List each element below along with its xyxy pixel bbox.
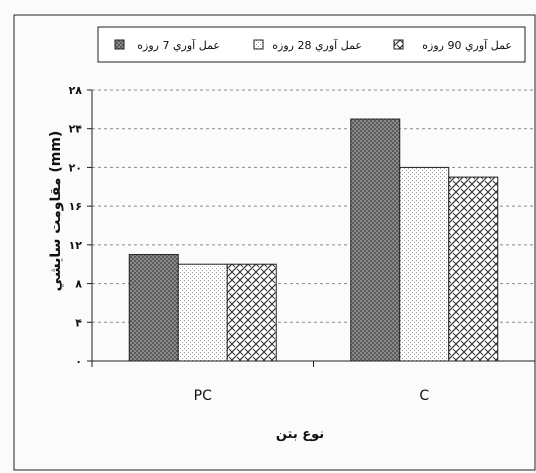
y-tick-label: ۲۴	[69, 123, 83, 136]
x-axis-label: نوع بتن	[276, 427, 324, 442]
legend-label: عمل آوري 7 روزه	[137, 38, 220, 52]
legend-box	[97, 26, 526, 63]
legend-swatch	[114, 39, 125, 50]
y-tick-labels: ۰ ۴ ۸ ۱۲ ۱۶ ۲۰ ۲۴ ۲۸	[69, 84, 83, 368]
bar-c-s1	[350, 118, 401, 362]
y-tick-label: ۲۸	[69, 84, 83, 97]
y-tick-label: ۸	[75, 278, 82, 291]
legend-label: عمل آوري 28 روزه	[272, 38, 362, 52]
bar-pc-s3	[226, 263, 277, 362]
y-axis-label: مقاومت سايشي (mm)	[48, 131, 64, 292]
axes	[87, 89, 536, 367]
y-tick-label: ۴	[75, 316, 82, 329]
legend-swatch	[393, 39, 404, 50]
y-tick-label: ۱۲	[69, 239, 83, 252]
x-tick-label: C	[419, 388, 429, 404]
bar-pc-s2	[177, 263, 228, 362]
bar-c-s3	[448, 176, 499, 362]
y-tick-label: ۲۰	[69, 161, 82, 174]
legend: عمل آوري 7 روزه عمل آوري 28 روزه عمل آوري …	[97, 26, 526, 63]
y-tick-label: ۱۶	[69, 200, 82, 213]
legend-swatch	[253, 39, 264, 50]
y-tick-label: ۰	[75, 355, 82, 368]
legend-label: عمل آوري 90 روزه	[422, 38, 512, 52]
x-tick-label: PC	[194, 388, 212, 404]
bar-c-s2	[399, 166, 450, 362]
bars	[128, 118, 499, 362]
x-tick-labels: PC C	[194, 388, 430, 404]
bar-pc-s1	[128, 254, 179, 362]
